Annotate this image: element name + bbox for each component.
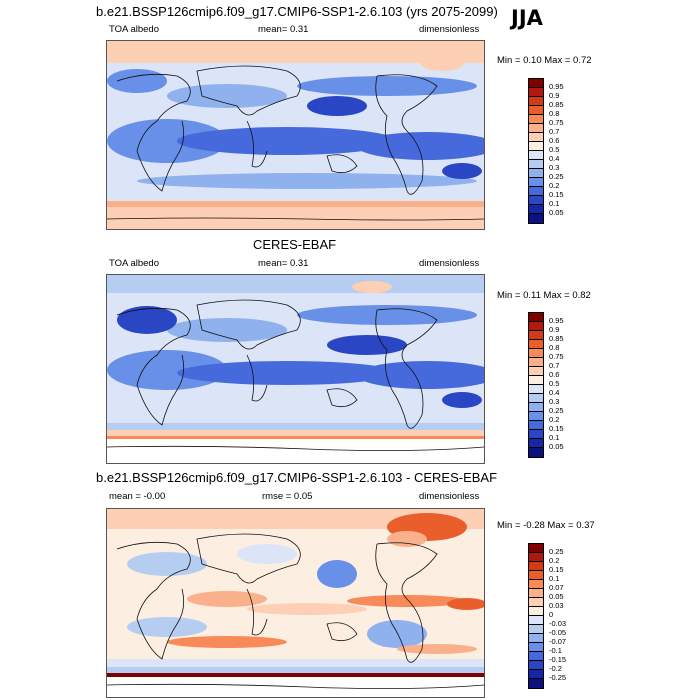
colorbar-tick-label: 0.7 <box>549 127 560 136</box>
colorbar-tick-label: 0.6 <box>549 370 560 379</box>
colorbar-tick-label: 0.1 <box>549 574 560 583</box>
panel1-minmax: Min = 0.10 Max = 0.72 <box>497 55 592 66</box>
colorbar-tick-label: 0.05 <box>549 592 564 601</box>
colorbar-tick-label: 0.1 <box>549 199 560 208</box>
panel2-center-label: mean= 0.31 <box>258 258 309 269</box>
colorbar-tick-label: 0.1 <box>549 433 560 442</box>
season-label: JJA <box>511 6 543 30</box>
panel1-title: b.e21.BSSP126cmip6.f09_g17.CMIP6-SSP1-2.… <box>96 4 498 19</box>
colorbar-tick-label: 0.2 <box>549 556 560 565</box>
colorbar-tick-label: 0.25 <box>549 547 564 556</box>
colorbar-tick-label: 0.9 <box>549 91 560 100</box>
colorbar-tick-label: -0.07 <box>549 637 567 646</box>
colorbar-tick-label: 0.15 <box>549 565 564 574</box>
colorbar-tick-label: 0.2 <box>549 415 560 424</box>
panel2-colorbar <box>528 312 544 458</box>
colorbar-tick-label: 0.03 <box>549 601 564 610</box>
colorbar-tick-label: 0.05 <box>549 208 564 217</box>
colorbar-tick-label: 0.6 <box>549 136 560 145</box>
colorbar-tick-label: 0 <box>549 610 554 619</box>
colorbar-tick-label: 0.05 <box>549 442 564 451</box>
colorbar-tick-label: 0.4 <box>549 388 560 397</box>
panel3-center-label: rmse = 0.05 <box>262 491 313 502</box>
colorbar-tick-label: 0.3 <box>549 397 560 406</box>
colorbar-tick-label: -0.1 <box>549 646 562 655</box>
colorbar-tick-label: 0.4 <box>549 154 560 163</box>
panel3-colorbar <box>528 543 544 689</box>
panel3-minmax: Min = -0.28 Max = 0.37 <box>497 520 595 531</box>
panel2-left-label: TOA albedo <box>109 258 160 269</box>
panel2-right-label: dimensionless <box>419 258 480 269</box>
colorbar-tick-label: 0.5 <box>549 379 560 388</box>
colorbar-tick-label: 0.25 <box>549 172 564 181</box>
colorbar-tick-label: -0.15 <box>549 655 567 664</box>
colorbar-tick-label: 0.75 <box>549 118 564 127</box>
colorbar-tick-label: 0.75 <box>549 352 564 361</box>
panel2-map <box>106 274 485 464</box>
colorbar-tick-label: 0.8 <box>549 109 560 118</box>
colorbar-tick-label: 0.15 <box>549 190 564 199</box>
panel1-map <box>106 40 485 230</box>
panel1-center-label: mean= 0.31 <box>258 24 309 35</box>
colorbar-tick-label: 0.7 <box>549 361 560 370</box>
colorbar-tick-label: 0.15 <box>549 424 564 433</box>
colorbar-tick-label: 0.07 <box>549 583 564 592</box>
colorbar-tick-label: 0.25 <box>549 406 564 415</box>
colorbar-tick-label: 0.95 <box>549 316 564 325</box>
colorbar-tick-label: -0.25 <box>549 673 567 682</box>
colorbar-tick-label: -0.03 <box>549 619 567 628</box>
colorbar-tick-label: 0.85 <box>549 100 564 109</box>
colorbar-tick-label: 0.2 <box>549 181 560 190</box>
panel3-map <box>106 508 485 698</box>
panel1-left-label: TOA albedo <box>109 24 160 35</box>
panel1-colorbar <box>528 78 544 224</box>
colorbar-tick-label: -0.2 <box>549 664 562 673</box>
panel3-left-label: mean = -0.00 <box>109 491 166 502</box>
colorbar-tick-label: 0.9 <box>549 325 560 334</box>
colorbar-tick-label: 0.3 <box>549 163 560 172</box>
colorbar-tick-label: 0.5 <box>549 145 560 154</box>
panel3-right-label: dimensionless <box>419 491 480 502</box>
panel2-minmax: Min = 0.11 Max = 0.82 <box>497 290 591 301</box>
panel2-title: CERES-EBAF <box>253 237 337 252</box>
colorbar-tick-label: 0.85 <box>549 334 564 343</box>
colorbar-tick-label: 0.95 <box>549 82 564 91</box>
colorbar-tick-label: 0.8 <box>549 343 560 352</box>
colorbar-tick-label: -0.05 <box>549 628 567 637</box>
panel1-right-label: dimensionless <box>419 24 480 35</box>
panel3-title: b.e21.BSSP126cmip6.f09_g17.CMIP6-SSP1-2.… <box>96 470 498 485</box>
